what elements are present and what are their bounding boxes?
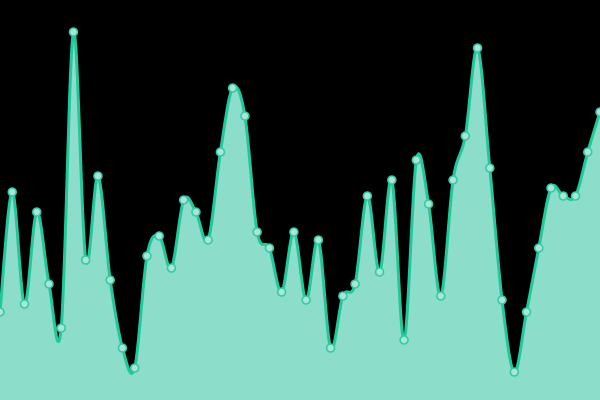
data-point-marker xyxy=(166,263,177,273)
data-point-marker xyxy=(509,367,520,377)
data-point-marker xyxy=(191,207,201,217)
data-point-marker xyxy=(289,227,299,237)
data-point-marker xyxy=(178,195,189,205)
data-point-marker xyxy=(558,191,569,201)
data-point-marker xyxy=(313,235,324,245)
data-point-marker xyxy=(387,175,397,185)
data-point-marker xyxy=(521,307,532,317)
data-point-marker xyxy=(533,243,544,253)
data-point-marker xyxy=(338,291,348,301)
data-point-marker xyxy=(215,147,226,157)
data-point-marker xyxy=(252,227,262,237)
data-point-marker xyxy=(546,183,556,193)
data-point-marker xyxy=(117,343,128,353)
data-point-marker xyxy=(325,343,336,353)
data-point-marker xyxy=(129,363,140,373)
data-point-marker xyxy=(7,187,18,197)
data-point-marker xyxy=(276,287,287,297)
data-point-marker xyxy=(19,299,30,309)
data-point-marker xyxy=(264,243,275,253)
data-point-marker xyxy=(595,107,600,117)
data-point-marker xyxy=(460,131,471,141)
data-point-marker xyxy=(154,231,164,241)
data-point-marker xyxy=(142,251,152,261)
data-point-marker xyxy=(44,279,54,289)
data-point-marker xyxy=(56,323,67,333)
data-point-marker xyxy=(240,111,250,121)
data-point-marker xyxy=(227,83,238,93)
data-point-marker xyxy=(582,147,593,157)
data-point-marker xyxy=(423,199,434,209)
data-point-marker xyxy=(374,267,385,277)
data-point-marker xyxy=(472,43,483,53)
data-point-marker xyxy=(0,307,5,317)
data-point-marker xyxy=(362,191,373,201)
data-point-marker xyxy=(105,275,115,285)
data-point-marker xyxy=(436,291,446,301)
data-point-marker xyxy=(497,295,507,305)
data-point-marker xyxy=(484,163,495,173)
area-fill xyxy=(0,31,600,400)
area-line xyxy=(0,30,600,375)
data-point-marker xyxy=(411,155,422,165)
data-point-marker xyxy=(93,171,103,181)
data-point-marker xyxy=(31,207,42,217)
data-point-markers xyxy=(0,27,600,377)
data-point-marker xyxy=(350,279,360,289)
data-point-marker xyxy=(399,335,409,345)
data-point-marker xyxy=(570,191,581,201)
data-point-marker xyxy=(301,295,311,305)
data-point-marker xyxy=(68,27,79,37)
data-point-marker xyxy=(203,235,213,245)
data-point-marker xyxy=(448,175,458,185)
data-point-marker xyxy=(80,255,91,265)
